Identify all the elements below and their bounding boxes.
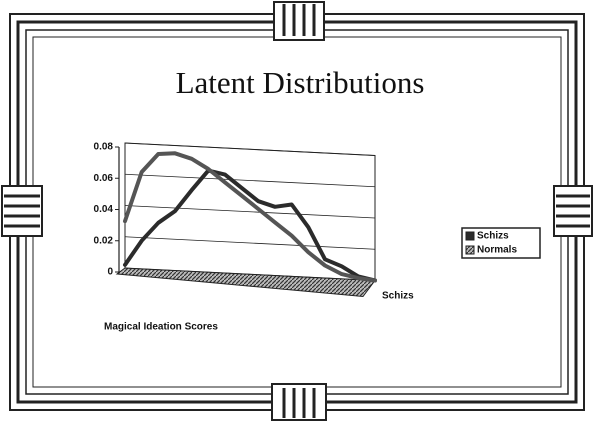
legend-label: Schizs (477, 231, 509, 242)
slide: Latent Distributions Magical Ideation Sc… (0, 0, 594, 423)
chart-title: Latent Distributions (176, 65, 425, 100)
legend-swatch (466, 232, 474, 240)
y-tick-label: 0.04 (94, 204, 114, 215)
y-tick-label: 0 (107, 267, 113, 278)
legend: Schizs Normals (462, 228, 540, 258)
y-tick-label: 0.08 (94, 142, 114, 153)
x-axis-label: Magical Ideation Scores (104, 322, 218, 333)
grid-line (125, 206, 375, 219)
y-tick-label: 0.06 (94, 173, 114, 184)
series-line (125, 153, 375, 280)
legend-swatch (466, 246, 474, 254)
grid-line (125, 174, 375, 187)
series-line (125, 171, 375, 281)
series-axis-label: Schizs (382, 291, 414, 302)
y-tick-label: 0.02 (94, 235, 114, 246)
legend-label: Normals (477, 245, 517, 256)
grid-line (125, 237, 375, 250)
